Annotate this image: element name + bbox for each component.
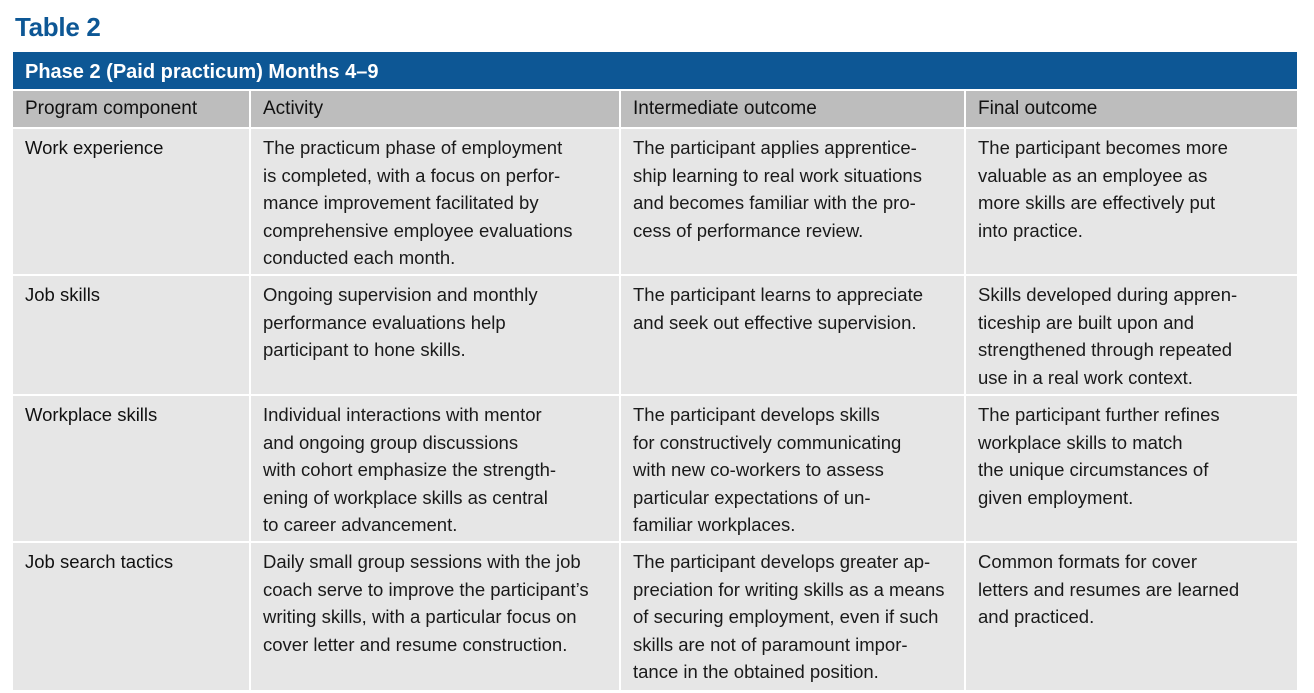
cell-text-line: ening of workplace skills as central bbox=[263, 486, 548, 508]
program-table: Phase 2 (Paid practicum) Months 4–9 Prog… bbox=[13, 52, 1297, 690]
header-activity: Activity bbox=[249, 91, 619, 127]
cell-text-line: into practice. bbox=[978, 219, 1083, 241]
cell-text-line: and seek out effective supervision. bbox=[633, 311, 917, 333]
cell-text-line: particular expectations of un- bbox=[633, 486, 871, 508]
cell-text-line: and practiced. bbox=[978, 606, 1095, 627]
cell-text-line: the unique circumstances of bbox=[978, 459, 1209, 480]
phase-banner: Phase 2 (Paid practicum) Months 4–9 bbox=[13, 52, 1297, 89]
cell-text-line: cess of performance review. bbox=[633, 219, 864, 241]
cell-text-line: ship learning to real work situations bbox=[633, 164, 922, 186]
cell-final: The participant becomes more valuable as … bbox=[964, 129, 1297, 274]
cell-text-line: workplace skills to match bbox=[978, 431, 1183, 453]
cell-text-line: The participant learns to appreciate bbox=[633, 284, 924, 305]
cell-text-line: performance evaluations help bbox=[263, 311, 506, 333]
cell-text-line: Workplace skills bbox=[25, 404, 158, 425]
cell-final: Common formats for cover letters and resu… bbox=[964, 543, 1297, 690]
cell-text-line: Daily small group sessions with the job bbox=[263, 551, 581, 572]
cell-component: Job search tactics bbox=[13, 543, 249, 690]
cell-text-line: Job skills bbox=[25, 284, 101, 305]
cell-text-line: participant to hone skills. bbox=[263, 339, 466, 360]
header-intermediate-outcome: Intermediate outcome bbox=[619, 91, 964, 127]
cell-text-line: Common formats for cover bbox=[978, 551, 1197, 572]
cell-component: Workplace skills bbox=[13, 396, 249, 541]
cell-text-line: writing skills, with a particular focus … bbox=[263, 606, 577, 627]
cell-text-line: more skills are effectively put bbox=[978, 192, 1216, 213]
cell-text-line: conducted each month. bbox=[263, 247, 456, 268]
cell-text-line: letters and resumes are learned bbox=[978, 578, 1240, 600]
cell-text-line: familiar workplaces. bbox=[633, 514, 796, 535]
cell-text-line: The participant further refines bbox=[978, 404, 1220, 425]
cell-text-line: The participant develops greater ap- bbox=[633, 551, 931, 572]
cell-text-line: coach serve to improve the participant’s bbox=[263, 578, 589, 600]
cell-activity: The practicum phase of employment is comp… bbox=[249, 129, 619, 274]
cell-text-line: and becomes familiar with the pro- bbox=[633, 192, 916, 213]
cell-intermediate: The participant learns to appreciate and … bbox=[619, 276, 964, 394]
header-final-outcome: Final outcome bbox=[964, 91, 1297, 127]
cell-text-line: The practicum phase of employment bbox=[263, 137, 563, 158]
cell-text-line: Skills developed during appren- bbox=[978, 284, 1238, 305]
cell-text-line: use in a real work context. bbox=[978, 366, 1193, 388]
cell-text-line: Individual interactions with mentor bbox=[263, 404, 542, 425]
header-program-component: Program component bbox=[25, 98, 198, 119]
cell-text-line: of securing employment, even if such bbox=[633, 606, 939, 627]
cell-text-line: skills are not of paramount impor- bbox=[633, 633, 908, 655]
cell-component: Job skills bbox=[13, 276, 249, 394]
cell-text-line: with new co-workers to assess bbox=[633, 459, 884, 480]
cell-intermediate: The participant develops skills for const… bbox=[619, 396, 964, 541]
cell-text-line: The participant develops skills bbox=[633, 404, 880, 425]
table-body: Work experience The practicum phase of em… bbox=[13, 127, 1297, 690]
cell-text-line: is completed, with a focus on perfor- bbox=[263, 164, 561, 186]
cell-text-line: valuable as an employee as bbox=[978, 164, 1208, 186]
cell-text-line: strengthened through repeated bbox=[978, 339, 1233, 360]
cell-text-line: and ongoing group discussions bbox=[263, 431, 519, 453]
cell-text-line: cover letter and resume construction. bbox=[263, 633, 568, 655]
cell-text-line: Ongoing supervision and monthly bbox=[263, 284, 538, 305]
cell-text-line: The participant becomes more bbox=[978, 137, 1228, 158]
table-row: Job search tactics Daily small group sess… bbox=[13, 541, 1297, 690]
cell-activity: Individual interactions with mentor and o… bbox=[249, 396, 619, 541]
header-row: Program component Activity Intermediate … bbox=[13, 89, 1297, 127]
table-title: Table 2 bbox=[15, 12, 101, 42]
cell-component: Work experience bbox=[13, 129, 249, 274]
cell-text-line: tance in the obtained position. bbox=[633, 661, 879, 682]
cell-text-line: with cohort emphasize the strength- bbox=[263, 459, 557, 480]
cell-final: Skills developed during appren-ticeship … bbox=[964, 276, 1297, 394]
cell-text-line: Job search tactics bbox=[25, 551, 174, 572]
cell-text-line: ticeship are built upon and bbox=[978, 311, 1194, 333]
cell-text-line: mance improvement facilitated by bbox=[263, 192, 539, 213]
cell-text-line: preciation for writing skills as a means bbox=[633, 578, 945, 600]
cell-intermediate: The participant applies apprentice-ship … bbox=[619, 129, 964, 274]
cell-intermediate: The participant develops greater ap-prec… bbox=[619, 543, 964, 690]
cell-text-line: The participant applies apprentice- bbox=[633, 137, 917, 158]
cell-text-line: for constructively communicating bbox=[633, 431, 902, 453]
cell-text-line: comprehensive employee evaluations bbox=[263, 219, 573, 241]
cell-activity: Ongoing supervision and monthly performan… bbox=[249, 276, 619, 394]
cell-final: The participant further refines workplace… bbox=[964, 396, 1297, 541]
table-row: Workplace skills Individual interactions … bbox=[13, 394, 1297, 541]
cell-text-line: given employment. bbox=[978, 486, 1134, 508]
table-row: Job skills Ongoing supervision and monthl… bbox=[13, 274, 1297, 394]
cell-text-line: Work experience bbox=[25, 137, 164, 158]
cell-text-line: to career advancement. bbox=[263, 514, 458, 535]
cell-activity: Daily small group sessions with the job c… bbox=[249, 543, 619, 690]
table-row: Work experience The practicum phase of em… bbox=[13, 127, 1297, 274]
